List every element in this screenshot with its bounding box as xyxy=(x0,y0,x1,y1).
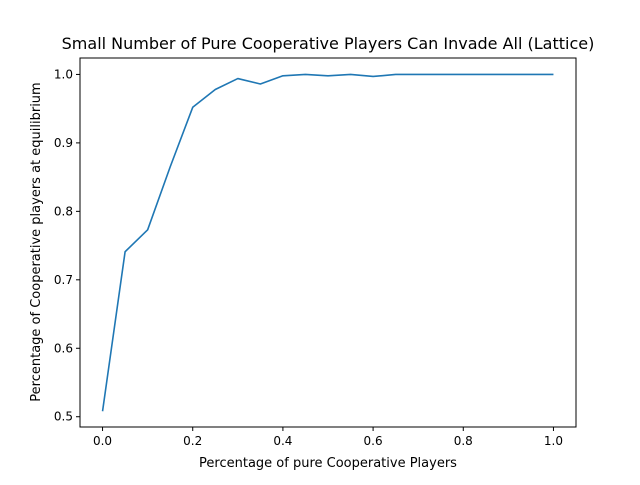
x-tick-label: 1.0 xyxy=(544,434,563,448)
x-tick-label: 0.6 xyxy=(364,434,383,448)
x-tick-label: 0.8 xyxy=(454,434,473,448)
x-tick-label: 0.4 xyxy=(273,434,292,448)
chart-title: Small Number of Pure Cooperative Players… xyxy=(62,34,595,53)
y-tick-label: 0.7 xyxy=(54,273,73,287)
x-tick-label: 0.2 xyxy=(183,434,202,448)
x-tick-label: 0.0 xyxy=(93,434,112,448)
x-axis-label: Percentage of pure Cooperative Players xyxy=(199,456,457,471)
axes-frame xyxy=(79,57,577,428)
y-tick-label: 0.5 xyxy=(54,410,73,424)
y-tick-label: 1.0 xyxy=(54,67,73,81)
y-axis-ticks: 0.5 0.6 0.7 0.8 0.9 1.0 xyxy=(54,67,80,424)
y-axis-label: Percentage of Cooperative players at equ… xyxy=(29,82,44,401)
y-tick-label: 0.8 xyxy=(54,204,73,218)
x-axis-ticks: 0.0 0.2 0.4 0.6 0.8 1.0 xyxy=(93,427,563,448)
y-tick-label: 0.9 xyxy=(54,136,73,150)
y-tick-label: 0.6 xyxy=(54,341,73,355)
plot-area xyxy=(101,73,554,412)
series-line xyxy=(101,73,554,412)
